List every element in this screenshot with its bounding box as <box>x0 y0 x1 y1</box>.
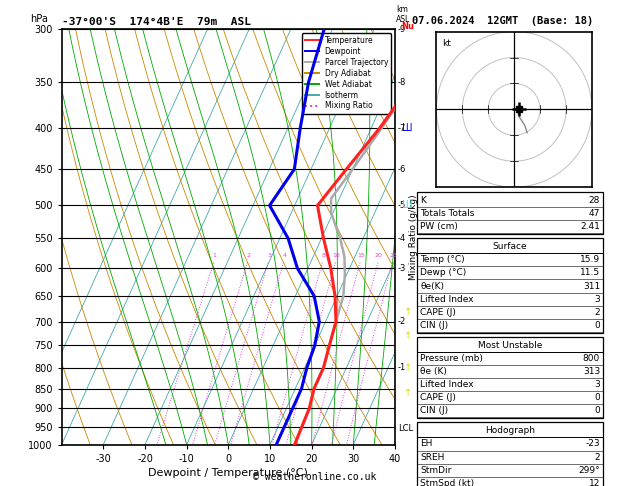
Text: -8: -8 <box>398 78 406 87</box>
Text: K: K <box>420 196 426 205</box>
Text: CIN (J): CIN (J) <box>420 321 448 330</box>
Text: Lifted Index: Lifted Index <box>420 380 474 389</box>
Text: θe(K): θe(K) <box>420 281 444 291</box>
Text: 800: 800 <box>583 354 600 363</box>
Text: 311: 311 <box>583 281 600 291</box>
Text: © weatheronline.co.uk: © weatheronline.co.uk <box>253 472 376 482</box>
Text: Dewp (°C): Dewp (°C) <box>420 268 467 278</box>
Text: 11.5: 11.5 <box>580 268 600 278</box>
Text: 3: 3 <box>594 380 600 389</box>
Text: CIN (J): CIN (J) <box>420 406 448 416</box>
Text: -7: -7 <box>398 124 406 133</box>
Text: CAPE (J): CAPE (J) <box>420 393 456 402</box>
Text: Lifted Index: Lifted Index <box>420 295 474 304</box>
Text: -1: -1 <box>398 363 406 372</box>
Text: PW (cm): PW (cm) <box>420 222 458 231</box>
Text: 15.9: 15.9 <box>580 255 600 264</box>
Text: 2: 2 <box>594 308 600 317</box>
Text: 2: 2 <box>246 253 250 258</box>
Text: Totals Totals: Totals Totals <box>420 209 474 218</box>
Text: 4: 4 <box>282 253 286 258</box>
Text: -6: -6 <box>398 165 406 174</box>
Text: -3: -3 <box>398 264 406 273</box>
Text: 10: 10 <box>332 253 340 258</box>
Text: ↑: ↑ <box>404 388 411 398</box>
Text: 20: 20 <box>375 253 382 258</box>
Text: -23: -23 <box>586 439 600 449</box>
Text: 0: 0 <box>594 406 600 416</box>
Text: ↑: ↑ <box>404 307 411 316</box>
Text: SREH: SREH <box>420 452 445 462</box>
Text: 1: 1 <box>213 253 216 258</box>
Text: hPa: hPa <box>30 14 48 24</box>
Text: 0: 0 <box>594 321 600 330</box>
Text: 15: 15 <box>357 253 365 258</box>
Text: ↑: ↑ <box>404 331 411 341</box>
Text: 3: 3 <box>267 253 271 258</box>
Text: ↑: ↑ <box>404 363 411 373</box>
Text: 299°: 299° <box>579 466 600 475</box>
Text: -5: -5 <box>398 201 406 210</box>
X-axis label: Dewpoint / Temperature (°C): Dewpoint / Temperature (°C) <box>148 468 308 478</box>
Text: Most Unstable: Most Unstable <box>477 341 542 350</box>
Text: km
ASL: km ASL <box>396 5 410 24</box>
Text: CAPE (J): CAPE (J) <box>420 308 456 317</box>
Text: Ш: Ш <box>403 200 413 210</box>
Text: kt: kt <box>442 39 450 49</box>
Text: StmDir: StmDir <box>420 466 452 475</box>
Text: 25: 25 <box>389 253 397 258</box>
Text: Pressure (mb): Pressure (mb) <box>420 354 483 363</box>
Text: Temp (°C): Temp (°C) <box>420 255 465 264</box>
Text: Mixing Ratio (g/kg): Mixing Ratio (g/kg) <box>409 194 418 280</box>
Text: -2: -2 <box>398 317 406 326</box>
Text: Hodograph: Hodograph <box>485 426 535 435</box>
Text: 47: 47 <box>589 209 600 218</box>
Text: 2.41: 2.41 <box>580 222 600 231</box>
Text: 313: 313 <box>583 367 600 376</box>
Text: -9: -9 <box>398 25 406 34</box>
Text: 8: 8 <box>321 253 325 258</box>
Legend: Temperature, Dewpoint, Parcel Trajectory, Dry Adiabat, Wet Adiabat, Isotherm, Mi: Temperature, Dewpoint, Parcel Trajectory… <box>302 33 391 114</box>
Text: StmSpd (kt): StmSpd (kt) <box>420 479 474 486</box>
Text: EH: EH <box>420 439 433 449</box>
Text: Surface: Surface <box>493 242 527 251</box>
Text: 28: 28 <box>589 196 600 205</box>
Text: θe (K): θe (K) <box>420 367 447 376</box>
Text: 3: 3 <box>594 295 600 304</box>
Text: -37°00'S  174°4B'E  79m  ASL: -37°00'S 174°4B'E 79m ASL <box>62 17 250 27</box>
Text: 12: 12 <box>589 479 600 486</box>
Text: Nu: Nu <box>401 22 414 31</box>
Text: LCL: LCL <box>398 424 413 434</box>
Text: Ш: Ш <box>403 123 413 134</box>
Text: 2: 2 <box>594 452 600 462</box>
Text: 0: 0 <box>594 393 600 402</box>
Text: -4: -4 <box>398 234 406 243</box>
Text: 07.06.2024  12GMT  (Base: 18): 07.06.2024 12GMT (Base: 18) <box>412 16 593 26</box>
